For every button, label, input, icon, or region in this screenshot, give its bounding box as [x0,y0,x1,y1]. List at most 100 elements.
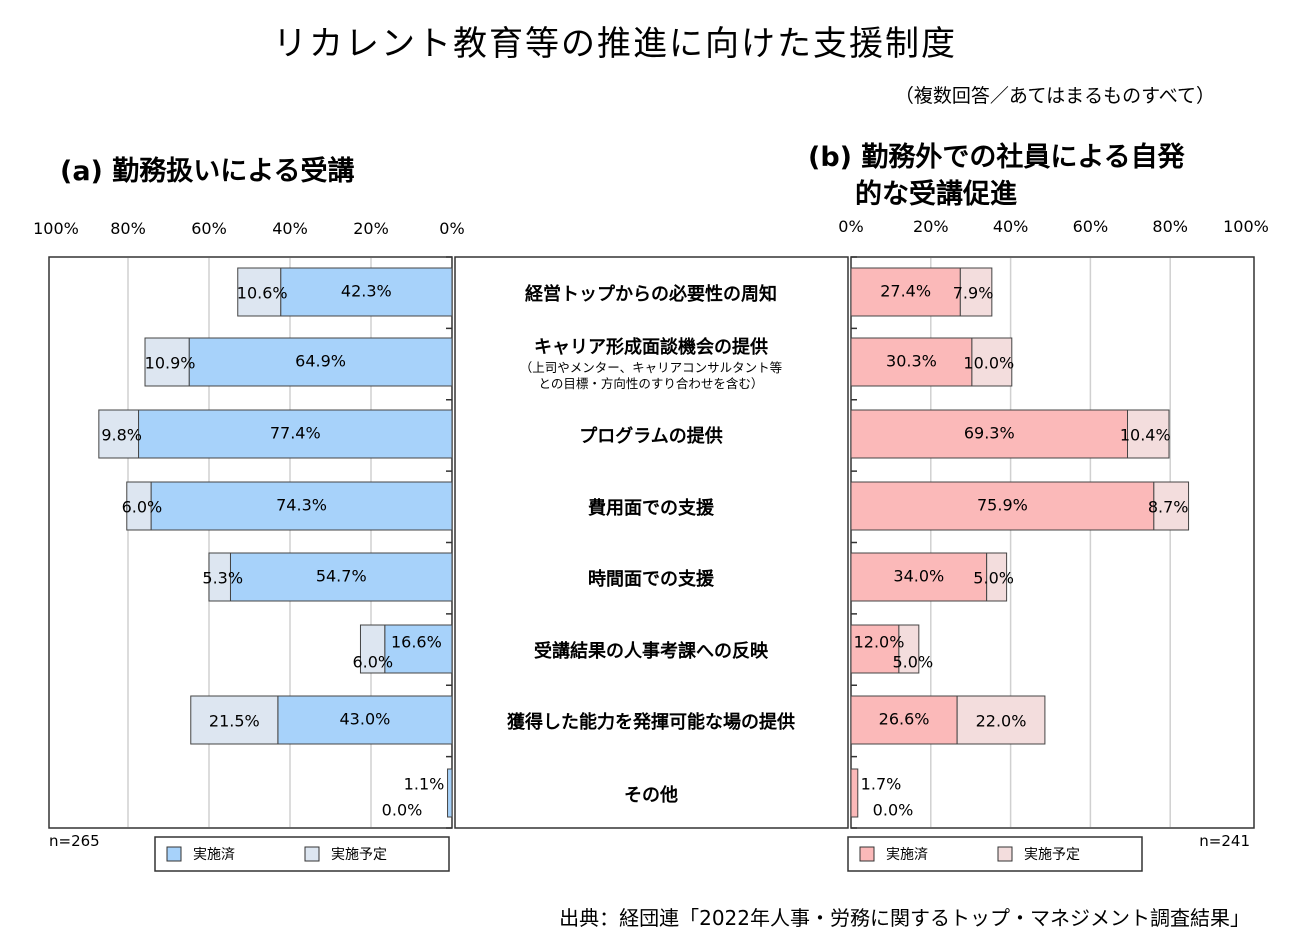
label-b-done: 34.0% [893,567,944,586]
category-label: 費用面での支援 [588,497,715,519]
axis-b-tick-label: 80% [1152,217,1188,236]
label-a-done-text: 64.9% [295,352,346,371]
panel-a-legend-label-planned: 実施予定 [331,847,387,863]
label-a-planned: 10.9% [145,354,196,373]
bar-a-done [384,624,453,674]
bar-b-planned [959,267,993,317]
label-a-planned: 5.3% [202,569,243,588]
bar-a-done [280,267,453,317]
label-a-planned-text: 9.8% [101,426,142,445]
bar-b-done [850,337,973,387]
bar-b-done [850,624,900,674]
label-b-done: 75.9% [977,496,1028,515]
label-a-done-text: 77.4% [270,424,321,443]
panel-b-n: n=241 [1199,832,1250,850]
label-a-planned-text: 6.0% [352,653,393,672]
axis-a-tick-label: 40% [272,219,308,238]
label-b-planned: 7.9% [953,284,994,303]
label-b-planned-text: 5.0% [893,653,934,672]
label-a-planned-text: 6.0% [122,498,163,517]
panel-a-legend-swatch-planned [304,846,320,862]
category-label: 獲得した能力を発揮可能な場の提供 [507,711,795,733]
axis-a-tick-label: 60% [191,219,227,238]
bar-b-planned [971,337,1013,387]
label-b-done-text: 34.0% [893,567,944,586]
bar-b-planned [898,624,920,674]
label-b-done: 1.7% [861,775,902,794]
category-label: キャリア形成面談機会の提供 [534,336,768,358]
label-a-done: 1.1% [404,775,445,794]
bar-b-done [850,768,859,818]
label-b-planned: 5.0% [973,569,1014,588]
bar-a-planned [237,267,282,317]
panel-a-legend-swatch-done [166,846,182,862]
label-a-done-text: 1.1% [404,775,445,794]
axis-b-tick-label: 100% [1223,217,1269,236]
bar-a-planned [190,695,279,745]
bar-a-done [229,552,453,602]
label-a-planned-text: 21.5% [209,712,260,731]
axis-a-tick-label: 80% [110,219,146,238]
label-a-done-text: 54.7% [316,567,367,586]
label-a-done: 64.9% [295,352,346,371]
label-b-planned: 8.7% [1148,498,1189,517]
panel-b-title-line2: 的な受講促進 [855,178,1017,210]
panel-a-n: n=265 [49,832,100,850]
bar-a-planned [359,624,386,674]
panel-a-legend-label-done: 実施済 [193,847,235,863]
axis-b-tick-label: 60% [1073,217,1109,236]
bar-b-done [850,409,1129,459]
label-b-planned: 10.4% [1120,426,1171,445]
panel-b-legend-swatch-planned [997,846,1013,862]
label-b-done-text: 12.0% [854,633,905,652]
label-a-planned-text: 10.9% [145,354,196,373]
bar-a-planned [126,481,152,531]
axis-a-tick-label: 0% [439,219,464,238]
category-note: （上司やメンター、キャリアコンサルタント等 [520,360,782,375]
label-a-planned-text: 5.3% [202,569,243,588]
bar-b-planned [986,552,1008,602]
label-b-planned-text: 22.0% [976,712,1027,731]
category-column-frame [454,256,849,829]
label-a-planned-text: 10.6% [237,284,288,303]
axis-a-tick-label: 20% [353,219,389,238]
label-b-done-text: 75.9% [977,496,1028,515]
label-a-planned: 21.5% [209,712,260,731]
bar-a-planned [144,337,190,387]
label-b-done-text: 1.7% [861,775,902,794]
category-label: 経営トップからの必要性の周知 [525,283,777,305]
axis-b-tick-label: 40% [993,217,1029,236]
category-label: 時間面での支援 [588,568,715,590]
source-note: 出典：経団連「2022年人事・労務に関するトップ・マネジメント調査結果」 [559,906,1250,930]
bar-b-planned [956,695,1046,745]
bar-a-done [188,337,453,387]
chart-subtitle: （複数回答／あてはまるものすべて） [895,85,1215,107]
label-b-done-text: 27.4% [880,282,931,301]
label-a-done: 54.7% [316,567,367,586]
label-b-done: 12.0% [854,633,905,652]
label-a-done-text: 42.3% [341,282,392,301]
label-b-done-text: 26.6% [879,710,930,729]
bar-b-planned [1127,409,1170,459]
label-a-planned-text: 0.0% [382,801,423,820]
label-a-planned: 6.0% [352,653,393,672]
label-a-planned: 0.0% [382,801,423,820]
label-b-planned: 22.0% [976,712,1027,731]
panel-b-legend-swatch-done [859,846,875,862]
panel-b-title-line1: (b) 勤務外での社員による自発 [808,141,1186,173]
label-a-done: 77.4% [270,424,321,443]
label-b-done-text: 30.3% [886,352,937,371]
label-a-done-text: 43.0% [340,710,391,729]
label-a-done: 43.0% [340,710,391,729]
axis-b-tick-label: 20% [913,217,949,236]
label-b-planned-text: 10.4% [1120,426,1171,445]
bar-b-done [850,267,961,317]
label-b-done: 27.4% [880,282,931,301]
label-a-planned: 10.6% [237,284,288,303]
category-label: 受講結果の人事考課への反映 [534,640,769,662]
label-b-planned: 10.0% [963,354,1014,373]
label-b-planned-text: 7.9% [953,284,994,303]
bar-a-planned [98,409,140,459]
bar-b-done [850,695,958,745]
